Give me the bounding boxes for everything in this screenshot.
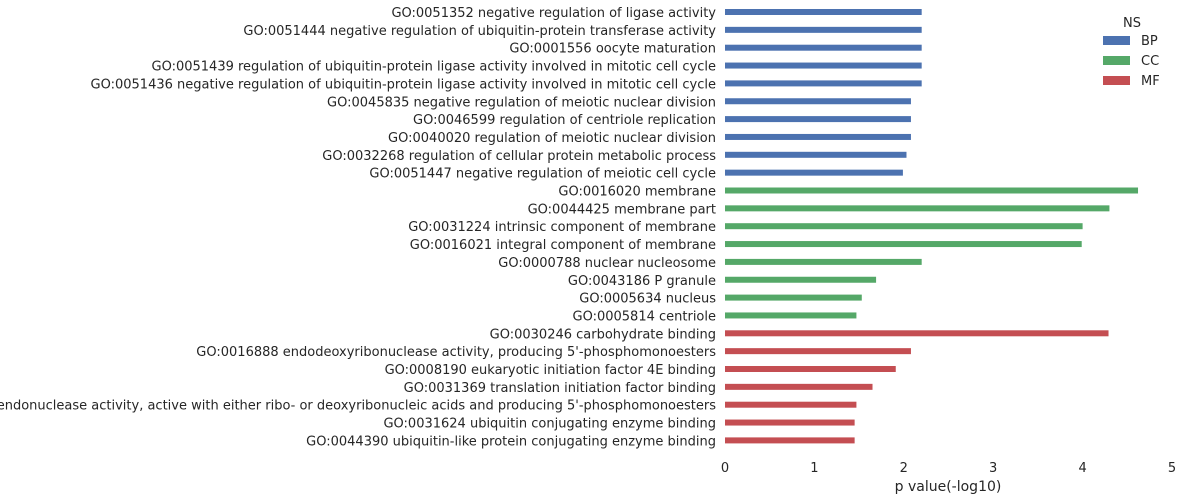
legend-swatch-mf bbox=[1103, 76, 1130, 85]
bar-cc-11 bbox=[725, 205, 1110, 212]
bar-cc-12 bbox=[725, 223, 1083, 230]
bar-bp-3 bbox=[725, 62, 922, 69]
category-label: GO:0030246 carbohydrate binding bbox=[490, 327, 716, 342]
legend-entries: BP CC MF bbox=[1103, 34, 1160, 89]
category-label: GO:0016893 endonuclease activity, active… bbox=[0, 399, 716, 414]
bar-cc-10 bbox=[725, 187, 1139, 194]
bars-layer bbox=[725, 9, 1139, 444]
bar-mf-24 bbox=[725, 437, 855, 444]
legend: NS BP CC MF bbox=[1103, 16, 1160, 89]
bar-cc-16 bbox=[725, 294, 862, 301]
x-tick-label: 3 bbox=[989, 461, 997, 476]
legend-label-bp: BP bbox=[1141, 34, 1158, 49]
category-label: GO:0031224 intrinsic component of membra… bbox=[408, 220, 716, 235]
legend-label-cc: CC bbox=[1141, 54, 1159, 69]
bar-cc-17 bbox=[725, 312, 857, 319]
category-label: GO:0051436 negative regulation of ubiqui… bbox=[91, 77, 716, 92]
category-label: GO:0045835 negative regulation of meioti… bbox=[327, 95, 716, 110]
bar-mf-21 bbox=[725, 383, 873, 390]
category-label: GO:0051444 negative regulation of ubiqui… bbox=[243, 24, 716, 39]
x-tick-label: 4 bbox=[1078, 461, 1086, 476]
category-label: GO:0016020 membrane bbox=[558, 185, 716, 200]
legend-swatch-cc bbox=[1103, 56, 1130, 65]
category-label: GO:0000788 nuclear nucleosome bbox=[498, 256, 716, 271]
bar-bp-0 bbox=[725, 9, 922, 15]
bar-mf-20 bbox=[725, 366, 896, 372]
category-label: GO:0008190 eukaryotic initiation factor … bbox=[385, 363, 716, 378]
category-label: GO:0031624 ubiquitin conjugating enzyme … bbox=[383, 417, 716, 432]
legend-title: NS bbox=[1123, 16, 1141, 31]
x-tick-label: 1 bbox=[810, 461, 818, 476]
bar-mf-19 bbox=[725, 348, 911, 355]
category-label: GO:0051352 negative regulation of ligase… bbox=[391, 6, 716, 21]
category-labels: GO:0051352 negative regulation of ligase… bbox=[0, 6, 716, 449]
category-label: GO:0001556 oocyte maturation bbox=[509, 42, 716, 57]
bar-cc-13 bbox=[725, 241, 1082, 248]
category-label: GO:0040020 regulation of meiotic nuclear… bbox=[388, 131, 716, 146]
category-label: GO:0043186 P granule bbox=[568, 274, 716, 289]
x-tick-label: 0 bbox=[721, 461, 729, 476]
x-axis-label: p value(-log10) bbox=[895, 479, 1002, 495]
legend-swatch-bp bbox=[1103, 36, 1130, 45]
x-axis-ticks: 0 1 2 3 4 5 bbox=[721, 461, 1176, 476]
category-label: GO:0051447 negative regulation of meioti… bbox=[369, 167, 716, 182]
category-label: GO:0032268 regulation of cellular protei… bbox=[322, 149, 716, 164]
bar-bp-6 bbox=[725, 116, 911, 123]
bar-bp-1 bbox=[725, 26, 922, 33]
bar-bp-7 bbox=[725, 133, 911, 140]
bar-bp-8 bbox=[725, 151, 907, 158]
legend-label-mf: MF bbox=[1141, 74, 1160, 89]
bar-mf-22 bbox=[725, 401, 857, 408]
category-label: GO:0051439 regulation of ubiquitin-prote… bbox=[152, 60, 716, 75]
x-tick-label: 5 bbox=[1168, 461, 1176, 476]
x-tick-label: 2 bbox=[900, 461, 908, 476]
category-label: GO:0031369 translation initiation factor… bbox=[404, 381, 716, 396]
category-label: GO:0005634 nucleus bbox=[579, 292, 716, 307]
bar-bp-5 bbox=[725, 98, 911, 105]
bar-mf-23 bbox=[725, 419, 855, 426]
category-label: GO:0044425 membrane part bbox=[528, 202, 716, 217]
category-label: GO:0046599 regulation of centriole repli… bbox=[413, 113, 716, 128]
category-label: GO:0016888 endodeoxyribonuclease activit… bbox=[196, 345, 716, 360]
bar-mf-18 bbox=[725, 330, 1109, 337]
bar-cc-14 bbox=[725, 258, 922, 265]
bar-bp-4 bbox=[725, 80, 922, 87]
category-label: GO:0005814 centriole bbox=[573, 309, 717, 324]
category-label: GO:0016021 integral component of membran… bbox=[410, 238, 716, 253]
bar-cc-15 bbox=[725, 276, 877, 283]
bar-bp-2 bbox=[725, 44, 922, 51]
category-label: GO:0044390 ubiquitin-like protein conjug… bbox=[306, 434, 716, 449]
bar-bp-9 bbox=[725, 169, 903, 176]
